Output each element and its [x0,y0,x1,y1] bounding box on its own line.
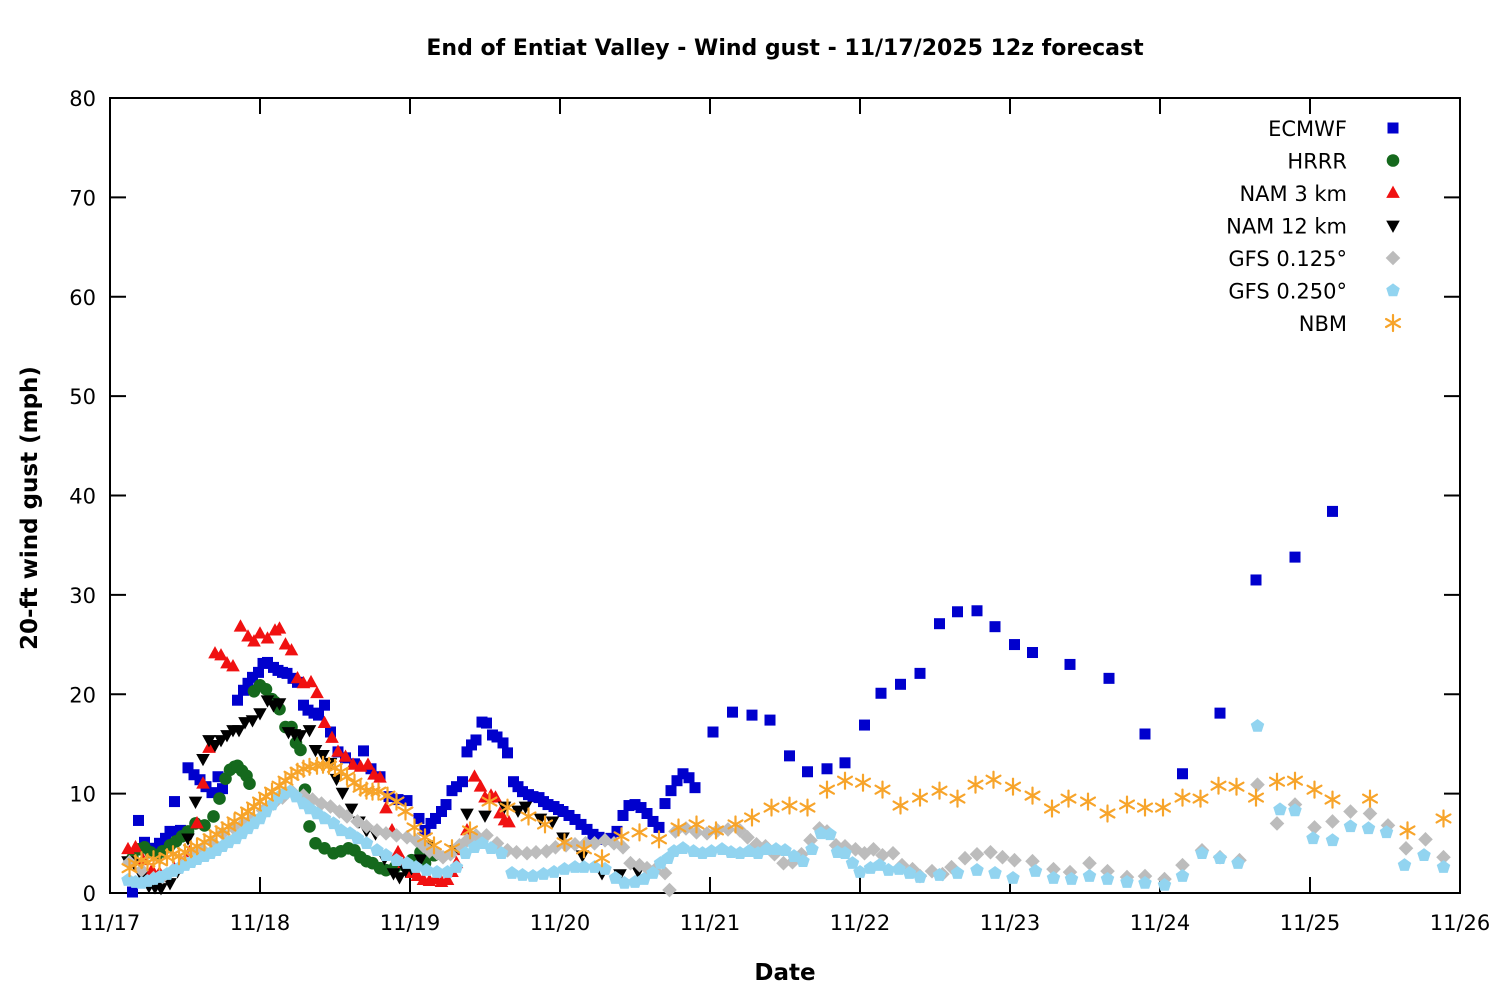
axis-ticks: 11/17 11/18 11/19 11/20 11/21 11/22 11/23 11/24… [69,87,1490,935]
x-tick-label: 11/19 [380,911,441,935]
legend-marker-triangle-up-icon [1386,185,1400,198]
legend-marker-square-icon [1387,122,1399,134]
x-tick-label: 11/26 [1430,911,1491,935]
legend-label-nam-3-km: NAM 3 km [1239,182,1347,206]
legend-label-nbm: NBM [1299,312,1347,336]
y-tick-label: 10 [69,783,96,807]
x-tick-label: 11/17 [80,911,141,935]
legend-label-ecmwf: ECMWF [1268,117,1347,141]
x-tick-label: 11/24 [1130,911,1191,935]
series-gfs-0-250- [121,718,1451,891]
legend-label-gfs-0-125-: GFS 0.125° [1228,247,1347,271]
y-tick-label: 70 [69,186,96,210]
x-tick-label: 11/20 [530,911,591,935]
legend-marker-diamond-icon [1385,250,1401,266]
x-tick-label: 11/22 [830,911,891,935]
x-tick-label: 11/21 [680,911,741,935]
legend-label-nam-12-km: NAM 12 km [1226,215,1347,239]
y-tick-label: 0 [83,882,96,906]
legend-label-gfs-0-250-: GFS 0.250° [1228,280,1347,304]
series-ecmwf [127,505,1338,898]
x-tick-label: 11/25 [1280,911,1341,935]
legend-label-hrrr: HRRR [1287,150,1347,174]
y-tick-label: 50 [69,385,96,409]
legend-marker-circle-icon [1386,154,1400,167]
legend: ECMWF HRRR NAM 3 km NAM 12 km GFS 0.125° GFS … [1226,117,1402,336]
series-nbm [121,755,1452,878]
x-tick-label: 11/23 [980,911,1041,935]
legend-marker-triangle-down-icon [1386,220,1400,233]
x-tick-label: 11/18 [230,911,291,935]
legend-marker-pentagon-icon [1386,283,1400,297]
y-tick-label: 20 [69,683,96,707]
legend-marker-asterisk-icon [1384,313,1402,333]
x-axis-label: Date [754,960,816,986]
y-tick-label: 80 [69,87,96,111]
y-tick-label: 60 [69,286,96,310]
chart-title: End of Entiat Valley - Wind gust - 11/17… [426,36,1144,61]
y-tick-label: 40 [69,485,96,509]
y-tick-label: 30 [69,584,96,608]
